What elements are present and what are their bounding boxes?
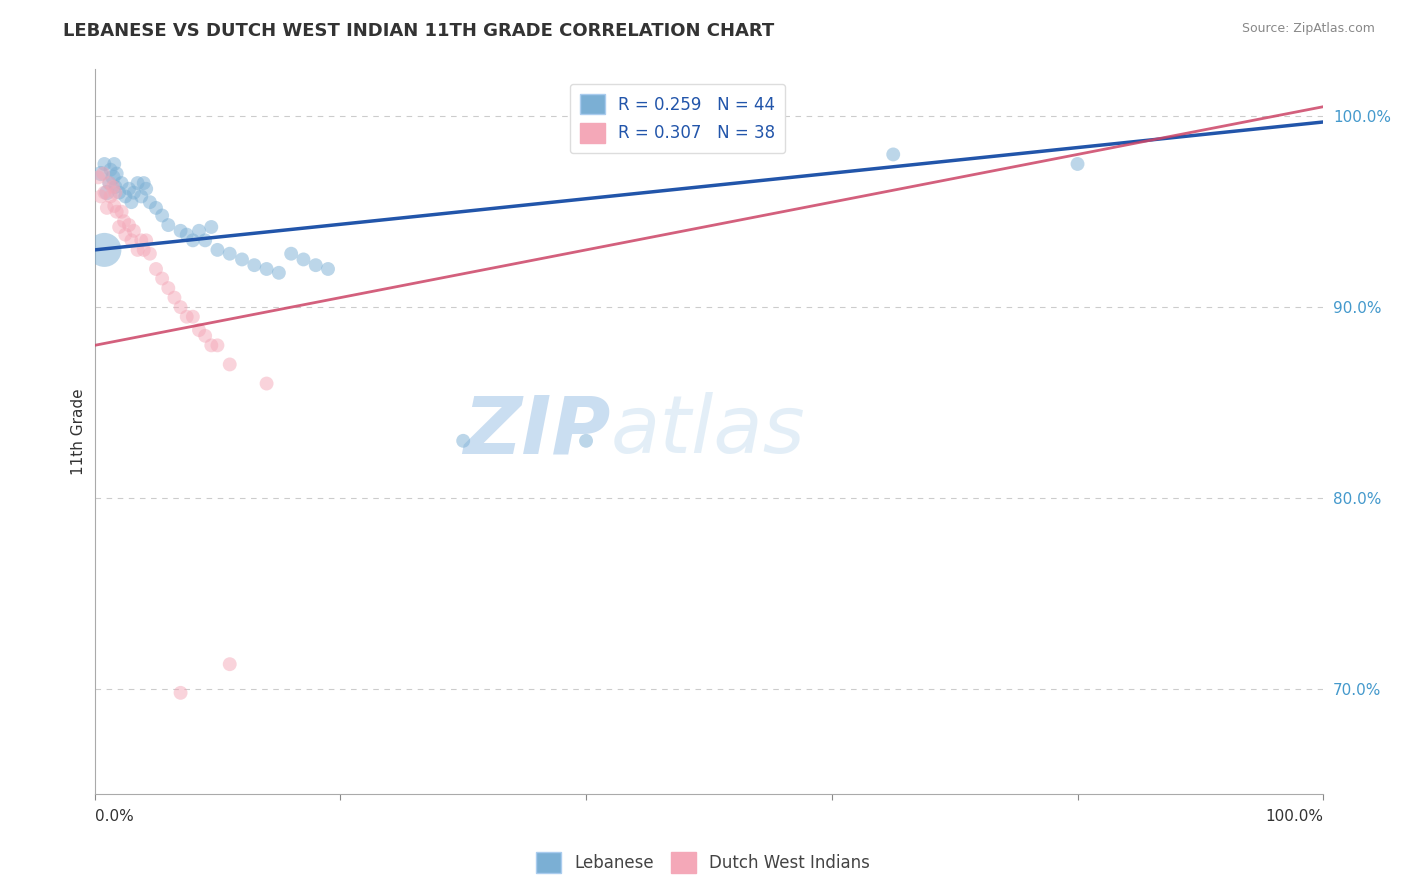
Point (129, 189, 152, 203)
Point (157, 218, 180, 232)
Point (305, 258, 328, 272)
Point (316, 262, 339, 277)
Point (157, 281, 180, 295)
Point (127, 176, 149, 190)
Point (135, 182, 157, 196)
Point (93, 157, 115, 171)
Point (256, 262, 278, 277)
Point (118, 182, 141, 196)
Point (256, 376, 278, 391)
Point (108, 219, 131, 234)
Point (218, 657, 240, 672)
Point (100, 189, 122, 203)
Point (112, 214, 135, 228)
Legend: R = 0.259   N = 44, R = 0.307   N = 38: R = 0.259 N = 44, R = 0.307 N = 38 (569, 84, 786, 153)
Point (108, 186, 131, 200)
Point (218, 358, 240, 372)
Point (243, 258, 266, 272)
Point (169, 300, 191, 314)
Point (176, 227, 198, 242)
Point (98, 176, 121, 190)
Point (110, 176, 132, 190)
Point (122, 186, 145, 200)
Point (104, 186, 127, 200)
Point (118, 218, 141, 232)
Point (93, 186, 115, 200)
Point (218, 246, 240, 260)
Text: Source: ZipAtlas.com: Source: ZipAtlas.com (1241, 22, 1375, 36)
Point (188, 323, 211, 337)
Point (101, 180, 124, 194)
Point (100, 162, 122, 177)
Point (105, 167, 128, 181)
Point (194, 233, 217, 247)
Point (150, 271, 173, 285)
Point (163, 291, 186, 305)
Point (207, 338, 229, 352)
Point (207, 243, 229, 257)
Legend: Lebanese, Dutch West Indians: Lebanese, Dutch West Indians (530, 846, 876, 880)
Point (122, 224, 145, 238)
Point (135, 233, 157, 247)
Point (181, 310, 204, 324)
Point (110, 204, 132, 219)
Point (200, 338, 222, 352)
Text: LEBANESE VS DUTCH WEST INDIAN 11TH GRADE CORRELATION CHART: LEBANESE VS DUTCH WEST INDIAN 11TH GRADE… (63, 22, 775, 40)
Point (114, 227, 136, 242)
Point (87, 170, 110, 185)
Point (98, 176, 121, 190)
Point (292, 252, 315, 267)
Point (139, 195, 162, 210)
Point (90, 189, 112, 203)
Point (575, 434, 598, 448)
Point (451, 434, 474, 448)
Point (188, 224, 211, 238)
Text: 0.0%: 0.0% (94, 809, 134, 824)
Point (169, 686, 191, 700)
Point (127, 243, 149, 257)
Point (105, 204, 128, 219)
Point (231, 252, 253, 267)
Point (280, 246, 302, 260)
Point (104, 180, 127, 194)
Point (882, 147, 904, 161)
Point (169, 224, 191, 238)
Point (120, 233, 142, 247)
Point (120, 195, 142, 210)
Point (150, 209, 173, 223)
Point (114, 189, 136, 203)
Point (96, 186, 118, 200)
Text: ZIP: ZIP (463, 392, 610, 470)
Point (176, 310, 198, 324)
Point (267, 266, 290, 280)
Point (132, 243, 155, 257)
Point (90, 167, 112, 181)
Point (200, 219, 222, 234)
Point (96, 201, 118, 215)
Point (132, 176, 155, 190)
Point (194, 328, 217, 343)
Point (103, 199, 125, 213)
Text: atlas: atlas (610, 392, 806, 470)
Point (181, 233, 204, 247)
Point (1066, 157, 1088, 171)
Y-axis label: 11th Grade: 11th Grade (72, 388, 86, 475)
Text: 100.0%: 100.0% (1265, 809, 1323, 824)
Point (139, 246, 162, 260)
Point (101, 170, 124, 185)
Point (129, 233, 152, 247)
Point (93, 243, 115, 257)
Point (103, 157, 125, 171)
Point (91, 167, 114, 181)
Point (145, 262, 167, 277)
Point (145, 201, 167, 215)
